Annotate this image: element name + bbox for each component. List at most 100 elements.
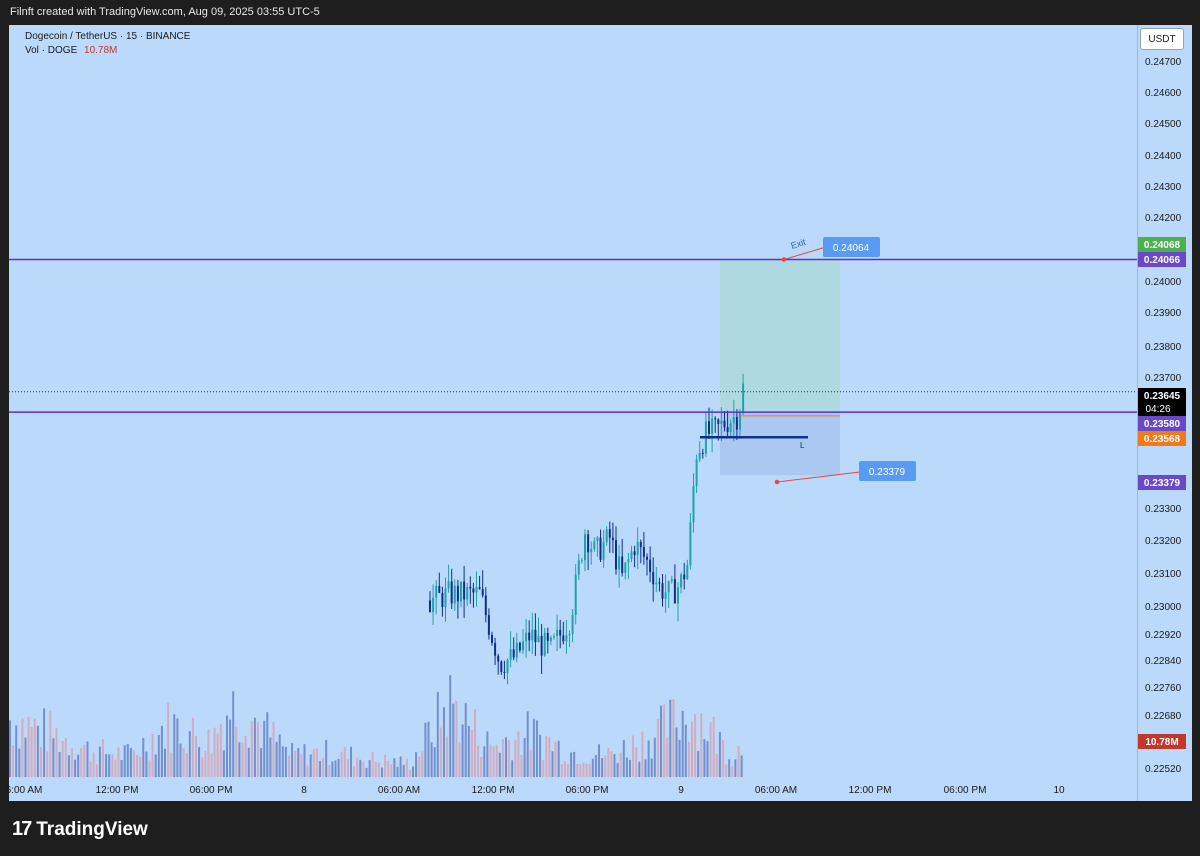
volume-bar [433, 746, 436, 777]
y-tick-label: 0.24500 [1145, 119, 1182, 130]
time-axis[interactable] [9, 777, 1137, 801]
candle-body [615, 540, 617, 570]
candle-body [739, 411, 741, 430]
candle-body [506, 659, 509, 673]
legend-symbol: Dogecoin / TetherUS · 15 · BINANCE [25, 31, 191, 42]
volume-bar [452, 703, 455, 777]
volume-bar [712, 716, 715, 777]
volume-bar [703, 739, 706, 777]
volume-bar [588, 764, 591, 777]
volume-bar [408, 769, 411, 777]
candle-body [549, 637, 552, 641]
y-tick-label: 0.24700 [1145, 57, 1182, 68]
volume-bar [619, 752, 622, 777]
volume-bar [288, 755, 290, 777]
volume-bar [303, 744, 306, 777]
volume-bar [247, 747, 250, 777]
volume-bar [647, 740, 650, 777]
volume-bar [49, 710, 52, 777]
candle-body [475, 587, 478, 593]
volume-bar [687, 741, 690, 777]
candle-body [652, 572, 655, 585]
volume-bar [725, 764, 728, 777]
volume-bar [660, 705, 662, 777]
stop-price-label: 0.23379 [869, 467, 906, 478]
volume-bar [681, 710, 684, 777]
candle-body [624, 562, 627, 573]
candle-body [708, 421, 710, 434]
volume-bar [337, 758, 340, 777]
volume-bar [436, 691, 439, 777]
volume-tag: 10.78M [1145, 737, 1178, 748]
volume-bar [511, 760, 514, 777]
volume-bar [226, 715, 228, 777]
volume-bar [111, 754, 114, 777]
candle-body [689, 522, 692, 566]
volume-bar [591, 758, 594, 777]
volume-bar [486, 731, 489, 777]
exit-price-label: 0.24064 [833, 243, 870, 254]
volume-bar [697, 751, 700, 777]
volume-bar [585, 763, 588, 777]
volume-bar [523, 737, 526, 777]
volume-bar [95, 764, 98, 777]
volume-bar [560, 764, 563, 777]
volume-bar [80, 747, 83, 777]
volume-bar [263, 720, 266, 777]
stop-connector [776, 471, 861, 483]
volume-bar [266, 712, 269, 777]
y-tick-label: 0.22680 [1145, 711, 1182, 722]
x-tick-label: 06:00 AM [378, 785, 420, 796]
volume-bar [461, 724, 464, 777]
volume-bar [526, 711, 529, 777]
volume-bar [350, 746, 352, 777]
currency-selector[interactable]: USDT [1140, 28, 1184, 50]
tradingview-logo-text: TradingView [36, 818, 148, 840]
x-tick-label: 9 [678, 785, 684, 796]
chart-credit: Filnft created with TradingView.com, Aug… [0, 0, 1200, 24]
volume-bar [359, 759, 362, 777]
volume-bar [582, 762, 585, 777]
volume-bar [272, 722, 275, 777]
volume-bar [548, 737, 551, 777]
position-marker: L [800, 441, 805, 450]
stop-zone [720, 412, 840, 476]
volume-bar [92, 752, 95, 777]
volume-bar [232, 691, 235, 777]
volume-bar [371, 751, 374, 777]
volume-bar [610, 751, 613, 777]
candle-body [509, 649, 512, 660]
volume-bar [18, 748, 21, 777]
plot-area[interactable]: Dogecoin / TetherUS · 15 · BINANCE Vol ·… [9, 25, 1137, 777]
volume-bar [21, 718, 24, 777]
candle-body [441, 592, 444, 608]
volume-bar [539, 734, 542, 777]
volume-bar [672, 699, 675, 777]
candle-body [608, 529, 611, 538]
tradingview-logo[interactable]: 17 TradingView [12, 818, 148, 841]
volume-bar [309, 754, 312, 777]
volume-bar [545, 736, 548, 777]
volume-bar [145, 751, 148, 777]
volume-bar [709, 722, 712, 777]
volume-bar [706, 741, 709, 777]
candle-body [522, 641, 524, 651]
volume-bar [117, 747, 120, 777]
x-tick-label: 06:00 PM [566, 785, 609, 796]
volume-bar [334, 760, 337, 777]
volume-bar [12, 745, 15, 777]
volume-bar [387, 760, 390, 777]
candle-body [720, 420, 723, 424]
candle-body [711, 418, 714, 434]
volume-bar [191, 717, 194, 777]
volume-bar [67, 755, 70, 777]
volume-bar [467, 725, 470, 777]
volume-bar [464, 703, 467, 777]
volume-bar [477, 745, 480, 777]
stop-price-tag-box [1138, 475, 1186, 490]
volume-bar [368, 760, 371, 777]
candle-body [456, 585, 459, 602]
volume-bar [300, 754, 303, 777]
y-tick-label: 0.23100 [1145, 569, 1182, 580]
volume-bar [198, 746, 201, 777]
